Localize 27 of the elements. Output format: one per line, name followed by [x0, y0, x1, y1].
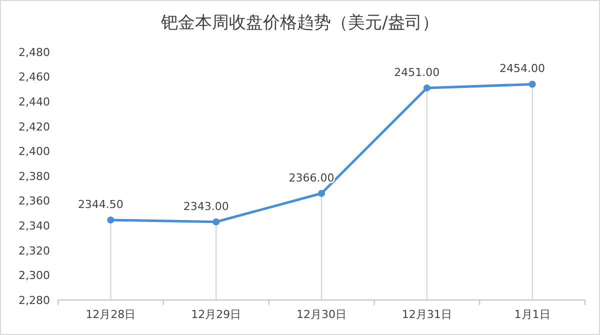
x-tick-label: 1月1日 [514, 308, 550, 321]
data-label: 2343.00 [183, 200, 229, 213]
chart-title: 钯金本周收盘价格趋势（美元/盎司） [160, 13, 439, 33]
point [212, 218, 220, 226]
x-tick-label: 12月29日 [191, 308, 242, 321]
x-tick-label: 12月30日 [296, 308, 346, 321]
point [318, 190, 325, 197]
y-tick-label: 2,320 [18, 244, 50, 258]
y-tick-label: 2,400 [18, 145, 50, 158]
x-tick-label: 12月31日 [402, 308, 452, 321]
y-tick-label: 2,480 [18, 46, 50, 59]
data-label: 2454.00 [500, 62, 546, 76]
x-tick-label: 12月28日 [86, 308, 136, 321]
data-label: 2451.00 [394, 66, 440, 79]
data-label: 2344.50 [78, 198, 124, 212]
point [107, 216, 114, 224]
y-tick-label: 2,460 [18, 70, 50, 84]
y-tick-label: 2,360 [18, 194, 50, 208]
point [423, 84, 430, 92]
y-tick-label: 2,380 [18, 170, 50, 183]
y-tick-label: 2,440 [18, 95, 50, 108]
y-tick-label: 2,420 [18, 120, 50, 134]
y-tick-label: 2,340 [18, 219, 50, 232]
point [528, 80, 536, 88]
y-tick-label: 2,300 [18, 269, 50, 282]
y-tick-label: 2,280 [18, 294, 50, 307]
data-label: 2366.00 [288, 171, 334, 184]
